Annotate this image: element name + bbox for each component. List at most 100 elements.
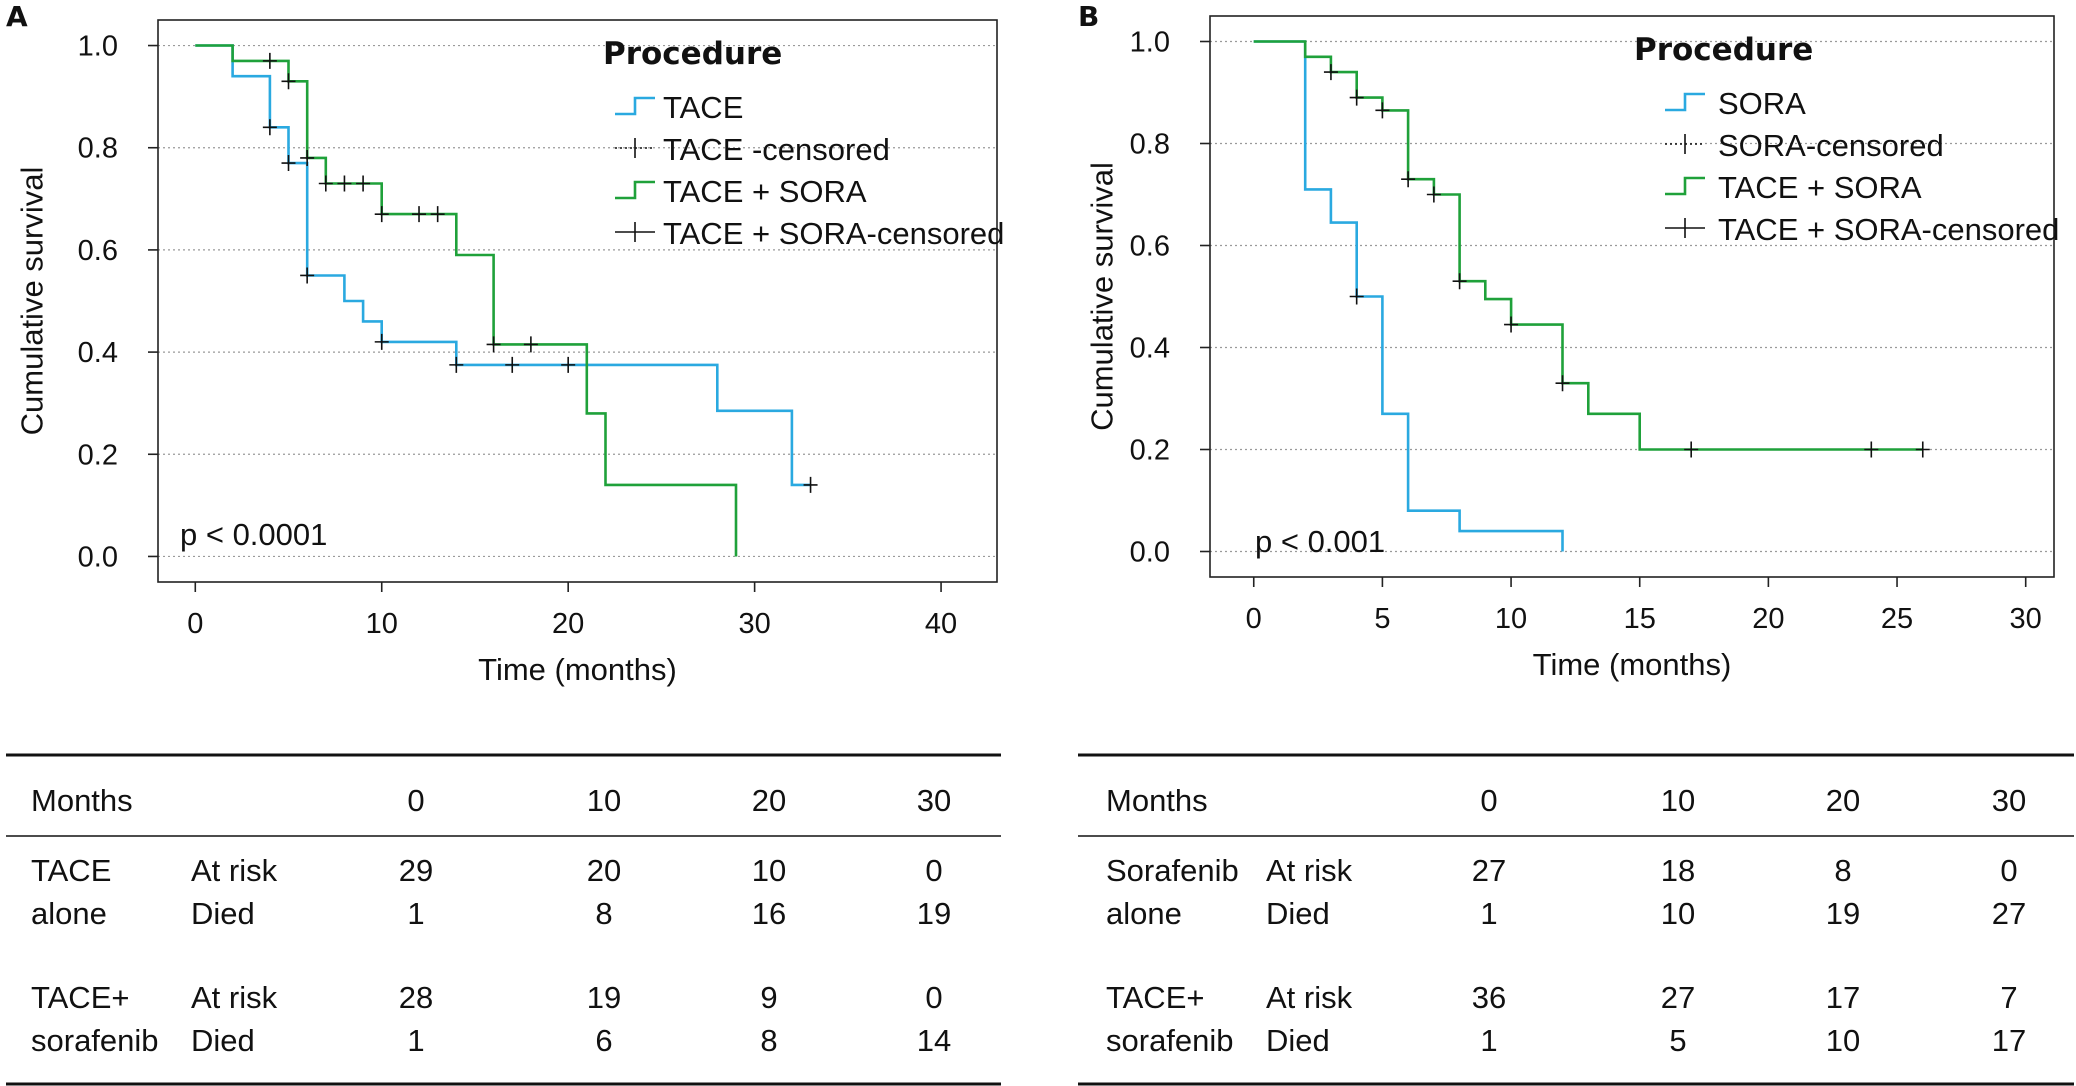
legend-line-sample (615, 180, 655, 200)
censor-mark (1864, 441, 1879, 458)
died-value: 5 (1669, 1023, 1686, 1058)
row-label-died: Died (1266, 1023, 1330, 1058)
months-header: Months (31, 783, 133, 818)
months-header: Months (1106, 783, 1208, 818)
censor-mark (300, 149, 315, 166)
y-tick-label: 0.2 (1130, 435, 1170, 467)
group-name: alone (31, 896, 107, 931)
censor-mark (1349, 288, 1364, 305)
died-value: 16 (752, 896, 786, 931)
series-line-tace (195, 44, 811, 487)
at-risk-value: 19 (587, 980, 621, 1015)
month-column-header: 0 (407, 783, 424, 818)
row-label-died: Died (191, 1023, 255, 1058)
died-value: 6 (595, 1023, 612, 1058)
censor-mark (1375, 102, 1390, 119)
x-tick-label: 5 (1374, 603, 1390, 635)
x-tick-label: 0 (187, 608, 203, 640)
at-risk-value: 7 (2000, 980, 2017, 1015)
censor-mark (1555, 375, 1570, 392)
y-tick-label: 0.4 (1130, 333, 1170, 365)
legend-entry: TACE -censored (663, 132, 890, 167)
x-tick-label: 40 (925, 608, 957, 640)
legend-entry: TACE + SORA-censored (663, 216, 1004, 251)
legend: Procedure TACE TACE -censored TACE + SORA TA… (603, 36, 1004, 251)
censor-mark (412, 206, 427, 223)
y-tick-label: 0.6 (1130, 231, 1170, 263)
died-value: 27 (1992, 896, 2026, 931)
y-tick-label: 0.4 (78, 337, 118, 369)
censor-mark (1401, 171, 1416, 188)
month-column-header: 30 (1992, 783, 2026, 818)
legend-line-sample (1665, 92, 1705, 112)
at-risk-value: 8 (1834, 853, 1851, 888)
died-value: 17 (1992, 1023, 2026, 1058)
at-risk-value: 27 (1661, 980, 1695, 1015)
legend-title: Procedure (1634, 32, 1813, 68)
x-axis-label: Time (months) (478, 652, 677, 687)
legend-entry: TACE + SORA (1718, 170, 1922, 205)
month-column-header: 10 (587, 783, 621, 818)
censor-mark (505, 356, 520, 373)
row-label-at-risk: At risk (191, 980, 278, 1015)
legend-title: Procedure (603, 36, 782, 72)
legend-entry: SORA (1718, 86, 1806, 121)
censor-mark (318, 175, 333, 192)
at-risk-value: 0 (925, 980, 942, 1015)
censor-mark (374, 333, 389, 350)
censor-mark (1323, 64, 1338, 81)
x-tick-label: 10 (366, 608, 398, 640)
censor-mark (356, 175, 371, 192)
legend-line-sample (1665, 176, 1705, 196)
month-column-header: 20 (752, 783, 786, 818)
y-tick-label: 0.0 (78, 541, 118, 573)
row-label-died: Died (191, 896, 255, 931)
died-value: 8 (595, 896, 612, 931)
censor-mark (803, 476, 818, 493)
died-value: 1 (407, 896, 424, 931)
series-line-sora (1253, 40, 1564, 552)
at-risk-value: 18 (1661, 853, 1695, 888)
group-name: TACE+ (31, 980, 129, 1015)
group-name: sorafenib (1106, 1023, 1234, 1058)
x-tick-label: 10 (1495, 603, 1527, 635)
group-name: sorafenib (31, 1023, 159, 1058)
row-label-died: Died (1266, 896, 1330, 931)
censor-mark (1504, 316, 1519, 333)
x-axis-label: Time (months) (1533, 647, 1732, 682)
y-tick-label: 0.2 (78, 439, 118, 471)
at-risk-value: 28 (399, 980, 433, 1015)
y-tick-label: 0.6 (78, 235, 118, 267)
y-tick-label: 1.0 (78, 31, 118, 63)
censor-mark (1684, 441, 1699, 458)
censor-mark (449, 356, 464, 373)
legend-entry: SORA-censored (1718, 128, 1944, 163)
at-risk-value: 9 (760, 980, 777, 1015)
died-value: 19 (1826, 896, 1860, 931)
died-value: 10 (1661, 896, 1695, 931)
censor-mark (300, 267, 315, 284)
row-label-at-risk: At risk (1266, 853, 1353, 888)
censor-mark (430, 206, 445, 223)
censor-mark (337, 175, 352, 192)
month-column-header: 0 (1480, 783, 1497, 818)
row-label-at-risk: At risk (191, 853, 278, 888)
at-risk-value: 0 (2000, 853, 2017, 888)
group-name: TACE (31, 853, 111, 888)
survival-chart-b: B 0.0 0.2 0.4 0.6 0.8 1.0 0 5 10 15 20 25 30 Time (mon… (1078, 0, 2059, 682)
x-tick-label: 30 (2010, 603, 2042, 635)
died-value: 10 (1826, 1023, 1860, 1058)
x-tick-label: 25 (1881, 603, 1913, 635)
censor-mark (561, 356, 576, 373)
y-axis-label: Cumulative survival (14, 167, 49, 436)
censor-mark (281, 73, 296, 90)
at-risk-value: 29 (399, 853, 433, 888)
at-risk-value: 17 (1826, 980, 1860, 1015)
censor-mark (1915, 441, 1930, 458)
legend-line-sample (615, 96, 655, 116)
y-tick-label: 0.0 (1130, 537, 1170, 569)
x-tick-label: 20 (552, 608, 584, 640)
died-value: 8 (760, 1023, 777, 1058)
panel-label: B (1078, 0, 1099, 33)
